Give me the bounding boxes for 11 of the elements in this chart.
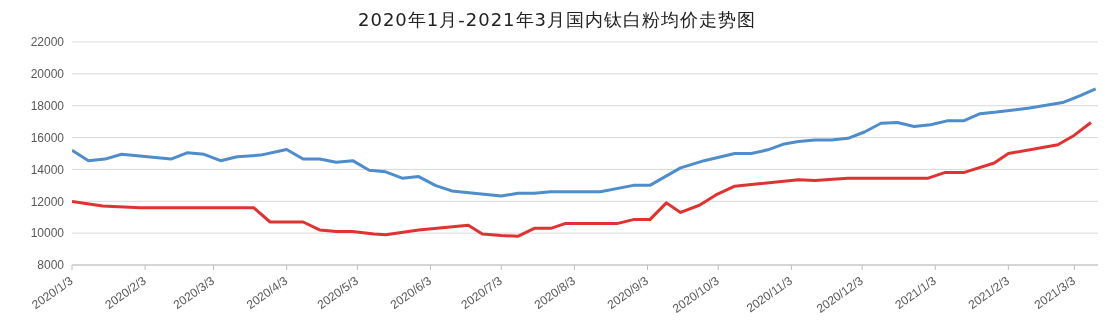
- y-tick-label: 22000: [30, 35, 65, 50]
- y-tick-label: 18000: [30, 98, 65, 113]
- y-tick-label: 12000: [30, 194, 65, 209]
- y-tick-label: 14000: [30, 162, 65, 177]
- y-tick-label: 8000: [37, 258, 65, 273]
- line-series: [72, 87, 1098, 198]
- y-tick-label: 10000: [30, 226, 65, 241]
- line-series: [72, 120, 1093, 238]
- y-tick-label: 20000: [30, 67, 65, 82]
- chart-title: 2020年1月-2021年3月国内钛白粉均价走势图: [357, 8, 757, 32]
- y-tick-label: 16000: [30, 130, 65, 145]
